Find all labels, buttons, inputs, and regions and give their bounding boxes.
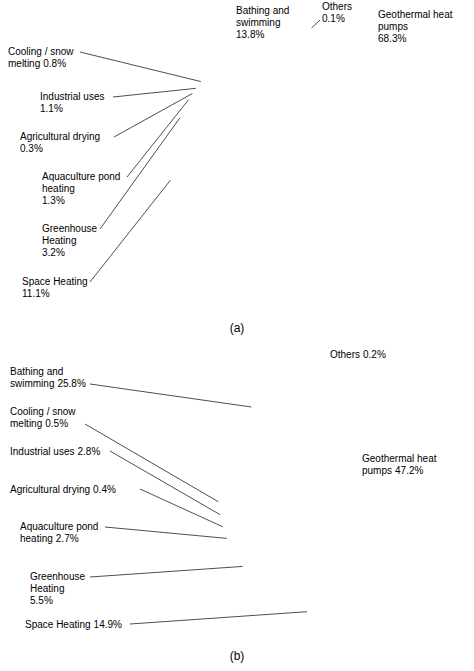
pie-slice — [175, 105, 312, 170]
pie-slice — [182, 28, 454, 312]
pie-slice — [186, 95, 312, 170]
category-label: Aquaculture pondheating — [42, 171, 120, 194]
pie-chart: Geothermal heatpumps47.2% Space Heating14… — [10, 349, 468, 663]
pie-chart: Geothermal heatpumps68.3% Space Heating11… — [8, 1, 454, 335]
category-label: Others — [322, 1, 352, 12]
leader-line — [105, 527, 227, 538]
value-label: 1.1% — [40, 103, 63, 114]
leader-line — [90, 180, 170, 282]
category-label: GreenhouseHeating — [30, 571, 85, 594]
value-label: 14.9% — [94, 619, 122, 630]
value-label: 11.1% — [22, 288, 50, 299]
leader-line — [80, 52, 201, 82]
slices — [218, 367, 468, 617]
pie-slice — [231, 492, 343, 583]
category-label: Geothermal heatpumps — [362, 453, 437, 476]
pie-slice — [199, 79, 312, 170]
value-label: 68.3% — [378, 33, 406, 44]
slices — [170, 28, 454, 312]
leader-line — [130, 612, 307, 624]
leader-line — [90, 384, 251, 407]
category-label: Agricultural drying — [20, 131, 100, 142]
chart-caption: (a) — [230, 321, 245, 335]
data-labels: Geothermal heatpumps68.3% Space Heating11… — [8, 1, 453, 299]
pie-slice — [341, 367, 343, 492]
pie-slice — [192, 92, 312, 170]
leader-line — [90, 566, 243, 577]
value-label: 0.1% — [322, 13, 345, 24]
pie-slice — [223, 492, 343, 548]
category-label: Cooling / snowmelting — [8, 46, 74, 69]
pie-slice — [170, 131, 312, 228]
leader-line — [140, 489, 223, 527]
pie-slice — [218, 367, 343, 500]
pie-slice — [193, 84, 312, 170]
category-label: Cooling / snowmelting — [10, 406, 76, 429]
category-label: Others — [330, 349, 360, 360]
value-label: 0.3% — [20, 143, 43, 154]
category-label: Bathing andswimming — [236, 5, 289, 28]
category-label: Space Heating — [25, 619, 91, 630]
value-label: 47.2% — [395, 465, 423, 476]
category-label: Agricultural drying — [10, 484, 90, 495]
pie-slice — [223, 492, 343, 528]
category-label: Industrial uses — [40, 91, 104, 102]
figure: Geothermal heatpumps68.3%Space Heating11… — [0, 0, 474, 671]
pie-slice — [203, 28, 312, 170]
value-label: 2.8% — [77, 446, 100, 457]
value-label: 0.2% — [363, 349, 386, 360]
category-label: GreenhouseHeating — [42, 223, 97, 246]
value-label: 13.8% — [236, 29, 264, 40]
category-label: Geothermal heatpumps — [378, 9, 453, 32]
pie-slice — [311, 28, 313, 170]
data-labels: Geothermal heatpumps47.2% Space Heating14… — [10, 349, 437, 630]
category-label: Space Heating — [22, 276, 88, 287]
value-label: 3.2% — [42, 247, 65, 258]
value-label: 2.7% — [56, 533, 79, 544]
leader-line — [85, 424, 218, 502]
value-label: 0.5% — [45, 418, 68, 429]
value-label: 1.3% — [42, 195, 65, 206]
chart-caption: (b) — [230, 649, 245, 663]
leader-line — [110, 451, 220, 515]
leader-line — [127, 100, 189, 177]
category-label: Aquaculture pondheating — [20, 521, 98, 544]
leader-line — [113, 88, 196, 97]
pie-slice — [343, 367, 468, 615]
value-label: 0.8% — [43, 58, 66, 69]
pie-slice — [257, 492, 365, 617]
category-label: Industrial uses — [10, 446, 74, 457]
value-label: 25.8% — [57, 378, 85, 389]
category-label: Bathing andswimming — [10, 366, 63, 389]
value-label: 0.4% — [93, 484, 116, 495]
value-label: 5.5% — [30, 595, 53, 606]
leader-line — [312, 20, 320, 28]
leader-line — [114, 94, 192, 137]
pie-slice — [218, 492, 343, 504]
pie-slice — [219, 492, 343, 525]
